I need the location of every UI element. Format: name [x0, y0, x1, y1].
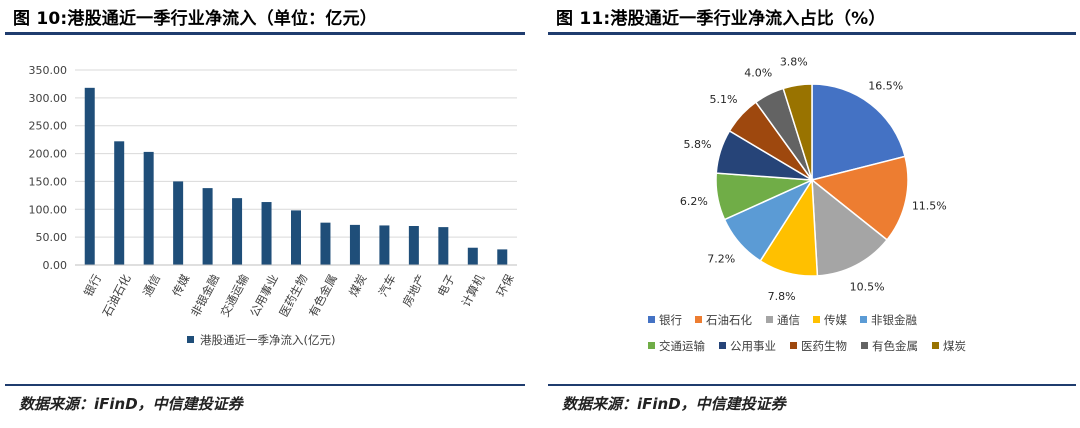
slice-煤炭 [782, 83, 813, 181]
slice-percent-label: 3.8% [780, 55, 808, 68]
bar-公用事业 [261, 202, 272, 265]
x-category-label: 环保 [494, 272, 517, 299]
y-tick-label: 100.00 [29, 203, 68, 216]
legend-swatch-石油石化 [695, 316, 702, 323]
bar-计算机 [467, 247, 478, 265]
legend-label: 传媒 [824, 313, 847, 327]
y-tick-label: 250.00 [29, 120, 68, 133]
slice-通信 [811, 178, 889, 277]
bar-非银金融 [202, 188, 213, 265]
legend-label: 公用事业 [730, 339, 776, 353]
bar-交通运输 [232, 198, 243, 265]
y-tick-label: 300.00 [29, 92, 68, 105]
slice-percent-label: 5.8% [684, 138, 712, 151]
bar-环保 [497, 249, 508, 265]
top-divider [5, 32, 525, 35]
legend-swatch-医药生物 [790, 342, 797, 349]
left-figure-panel: 图 10:港股通近一季行业净流入（单位：亿元） 0.00 50.00 100.00 1… [5, 0, 525, 428]
bar-电子 [438, 227, 449, 265]
slice-percent-label: 5.1% [710, 93, 738, 106]
y-tick-label: 0.00 [43, 259, 68, 272]
legend-label: 煤炭 [943, 339, 966, 353]
legend-swatch-银行 [648, 316, 655, 323]
bar-data-source: 数据来源：iFinD，中信建投证券 [19, 395, 243, 413]
slice-percent-label: 10.5% [850, 281, 885, 294]
bar-chart: 0.00 50.00 100.00 150.00 200.00 250.00 300.00 3… [29, 64, 517, 347]
legend-swatch [187, 336, 194, 343]
slice-percent-label: 7.2% [707, 253, 735, 266]
bar-有色金属 [320, 222, 331, 265]
legend-swatch-交通运输 [648, 342, 655, 349]
slice-percent-label: 7.8% [768, 290, 796, 303]
bar-石油石化 [114, 141, 125, 265]
legend-label: 石油石化 [706, 313, 752, 327]
bottom-divider [5, 384, 525, 386]
x-category-label: 煤炭 [346, 272, 369, 299]
slice-银行 [811, 83, 906, 181]
x-category-label: 传媒 [169, 272, 192, 299]
x-category-label: 汽车 [376, 272, 399, 299]
bar-传媒 [173, 181, 184, 265]
x-category-label: 计算机 [459, 272, 488, 309]
legend-label: 非银金融 [871, 313, 917, 327]
bottom-divider [548, 384, 1076, 386]
bar-通信 [143, 151, 154, 265]
y-tick-label: 50.00 [36, 231, 68, 244]
bar-医药生物 [291, 210, 301, 265]
legend-label: 交通运输 [659, 339, 705, 353]
bar-figure-title: 图 10:港股通近一季行业净流入（单位：亿元） [13, 9, 377, 29]
legend-swatch-非银金融 [860, 316, 867, 323]
x-category-label: 电子 [435, 272, 458, 299]
pie-figure-title: 图 11:港股通近一季行业净流入占比（%） [556, 9, 886, 29]
slice-石油石化 [810, 155, 909, 241]
y-tick-label: 200.00 [29, 148, 68, 161]
legend-label: 有色金属 [872, 339, 918, 353]
bar-房地产 [408, 226, 419, 265]
legend-swatch-公用事业 [719, 342, 726, 349]
x-category-label: 石油石化 [100, 272, 134, 320]
bar-汽车 [379, 225, 390, 265]
legend-label: 通信 [777, 313, 800, 327]
x-category-label: 房地产 [400, 272, 429, 309]
legend-label: 银行 [659, 313, 682, 327]
pie-data-source: 数据来源：iFinD，中信建投证券 [562, 395, 786, 413]
bar-煤炭 [349, 224, 360, 265]
legend-swatch-通信 [766, 316, 773, 323]
pie-chart: 16.5% 11.5% 10.5% 7.8% 7.2% 6.2% 5.8% 5.1% 4.0% 3… [648, 55, 966, 353]
legend-swatch-煤炭 [932, 342, 939, 349]
legend-label: 医药生物 [801, 339, 847, 353]
legend-swatch-有色金属 [861, 342, 868, 349]
slice-percent-label: 6.2% [680, 195, 708, 208]
slice-percent-label: 11.5% [912, 199, 947, 212]
y-tick-label: 350.00 [29, 64, 68, 77]
x-category-label: 银行 [81, 272, 104, 299]
slice-percent-label: 4.0% [744, 67, 772, 80]
slice-percent-label: 16.5% [868, 79, 903, 92]
y-tick-label: 150.00 [29, 175, 68, 188]
x-category-label: 有色金属 [306, 272, 340, 319]
legend-swatch-传媒 [813, 316, 820, 323]
x-category-label: 通信 [140, 272, 163, 299]
legend-label: 港股通近一季净流入(亿元) [200, 333, 335, 347]
right-figure-panel: 图 11:港股通近一季行业净流入占比（%） 16.5% 11.5% 10.5% 7.8… [548, 0, 1076, 428]
bar-银行 [84, 87, 95, 265]
top-divider [548, 32, 1076, 35]
